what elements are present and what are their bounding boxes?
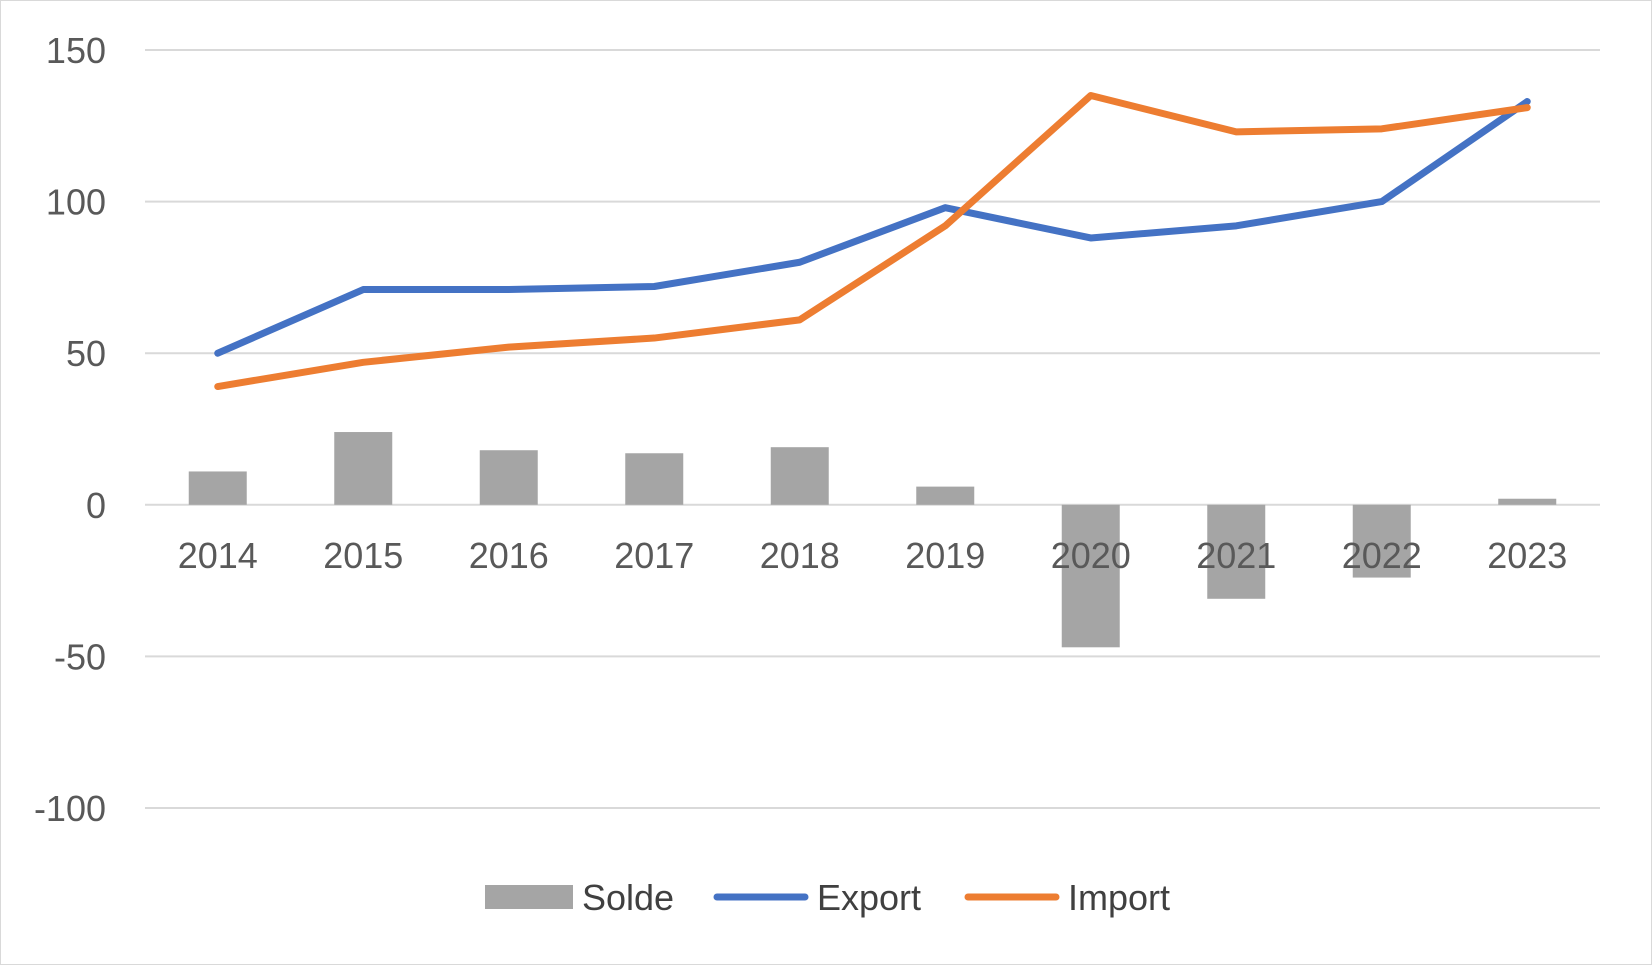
bar-solde — [916, 486, 975, 505]
y-tick-label: 150 — [46, 30, 106, 71]
bar-solde — [625, 453, 684, 505]
x-tick-label: 2021 — [1196, 535, 1276, 576]
legend-label-import: Import — [1068, 877, 1170, 918]
legend-label-export: Export — [817, 877, 921, 918]
y-axis-ticks: 150 100 50 0 -50 -100 — [34, 30, 106, 829]
bar-solde — [334, 432, 393, 505]
x-tick-label: 2017 — [614, 535, 694, 576]
x-tick-label: 2014 — [178, 535, 258, 576]
gridlines — [145, 49, 1600, 809]
legend-swatch-solde — [485, 885, 573, 909]
y-tick-label: 0 — [86, 485, 106, 526]
bar-solde — [1498, 498, 1557, 505]
bar-solde — [479, 450, 538, 505]
legend: Solde Export Import — [485, 877, 1170, 918]
line-export — [214, 98, 1531, 357]
bar-solde — [188, 471, 247, 505]
lines — [214, 91, 1531, 391]
bars-solde — [188, 432, 1557, 648]
bar-solde — [1352, 504, 1411, 578]
y-tick-label: -50 — [54, 636, 106, 677]
y-tick-label: 50 — [66, 333, 106, 374]
x-tick-label: 2018 — [760, 535, 840, 576]
x-tick-label: 2022 — [1342, 535, 1422, 576]
x-tick-label: 2015 — [323, 535, 403, 576]
legend-label-solde: Solde — [582, 877, 674, 918]
y-tick-label: 100 — [46, 182, 106, 223]
x-tick-label: 2019 — [905, 535, 985, 576]
x-axis-ticks: 2014 2015 2016 2017 2018 2019 2020 2021 2022 2023 — [178, 535, 1568, 576]
x-tick-label: 2016 — [469, 535, 549, 576]
bar-solde — [770, 447, 829, 505]
y-tick-label: -100 — [34, 788, 106, 829]
bar-solde — [1207, 504, 1266, 599]
x-tick-label: 2023 — [1487, 535, 1567, 576]
x-tick-label: 2020 — [1051, 535, 1131, 576]
line-import — [214, 91, 1531, 391]
bar-solde — [1061, 504, 1120, 648]
